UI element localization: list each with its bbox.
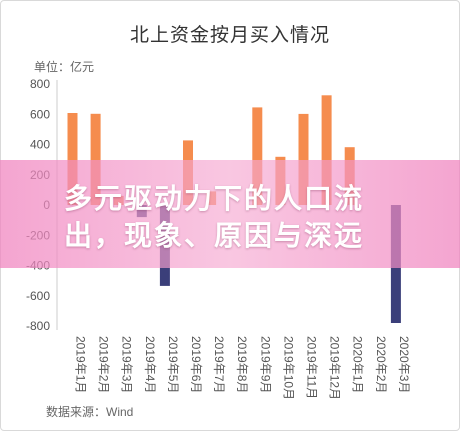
x-tick-label: 2020年1月: [351, 336, 365, 393]
x-tick-label: 2019年3月: [120, 336, 134, 393]
x-tick-label: 2020年2月: [374, 336, 388, 393]
bar: [298, 113, 309, 205]
headline-line-2: 出，现象、原因与深远: [64, 219, 365, 252]
y-tick-label: 600: [30, 107, 50, 121]
x-tick-label: 2019年7月: [212, 336, 226, 393]
x-tick-label: 2019年4月: [143, 336, 157, 393]
bar: [252, 107, 263, 205]
x-axis-labels: 2019年1月 2019年2月 2019年3月 2019年4月 2019年5月 2019年…: [74, 336, 411, 400]
y-tick-label: -800: [26, 319, 50, 333]
x-tick-label: 2019年10月: [281, 336, 295, 400]
x-tick-label: 2020年3月: [397, 336, 411, 393]
source-label: 数据来源：Wind: [46, 405, 134, 419]
chart-title: 北上资金按月买入情况: [129, 25, 330, 46]
bar: [321, 95, 332, 205]
x-tick-label: 2019年9月: [258, 336, 272, 393]
bar: [67, 113, 78, 205]
x-tick-label: 2019年2月: [97, 336, 111, 393]
y-tick-label: -600: [26, 289, 50, 303]
headline-banner: [0, 160, 460, 268]
headline-text: 多元驱动力下的人口流 出，现象、原因与深远: [64, 180, 460, 254]
bar: [90, 113, 101, 205]
y-tick-label: 800: [30, 77, 50, 91]
headline-line-1: 多元驱动力下的人口流: [64, 182, 365, 215]
y-tick-label: 400: [30, 138, 50, 152]
x-tick-label: 2019年11月: [305, 336, 319, 399]
unit-label: 单位：亿元: [34, 60, 95, 74]
x-tick-label: 2019年12月: [328, 336, 342, 400]
x-tick-label: 2019年1月: [74, 336, 88, 393]
x-tick-label: 2019年6月: [189, 336, 203, 393]
x-tick-label: 2019年8月: [235, 336, 249, 393]
x-tick-label: 2019年5月: [166, 336, 180, 393]
